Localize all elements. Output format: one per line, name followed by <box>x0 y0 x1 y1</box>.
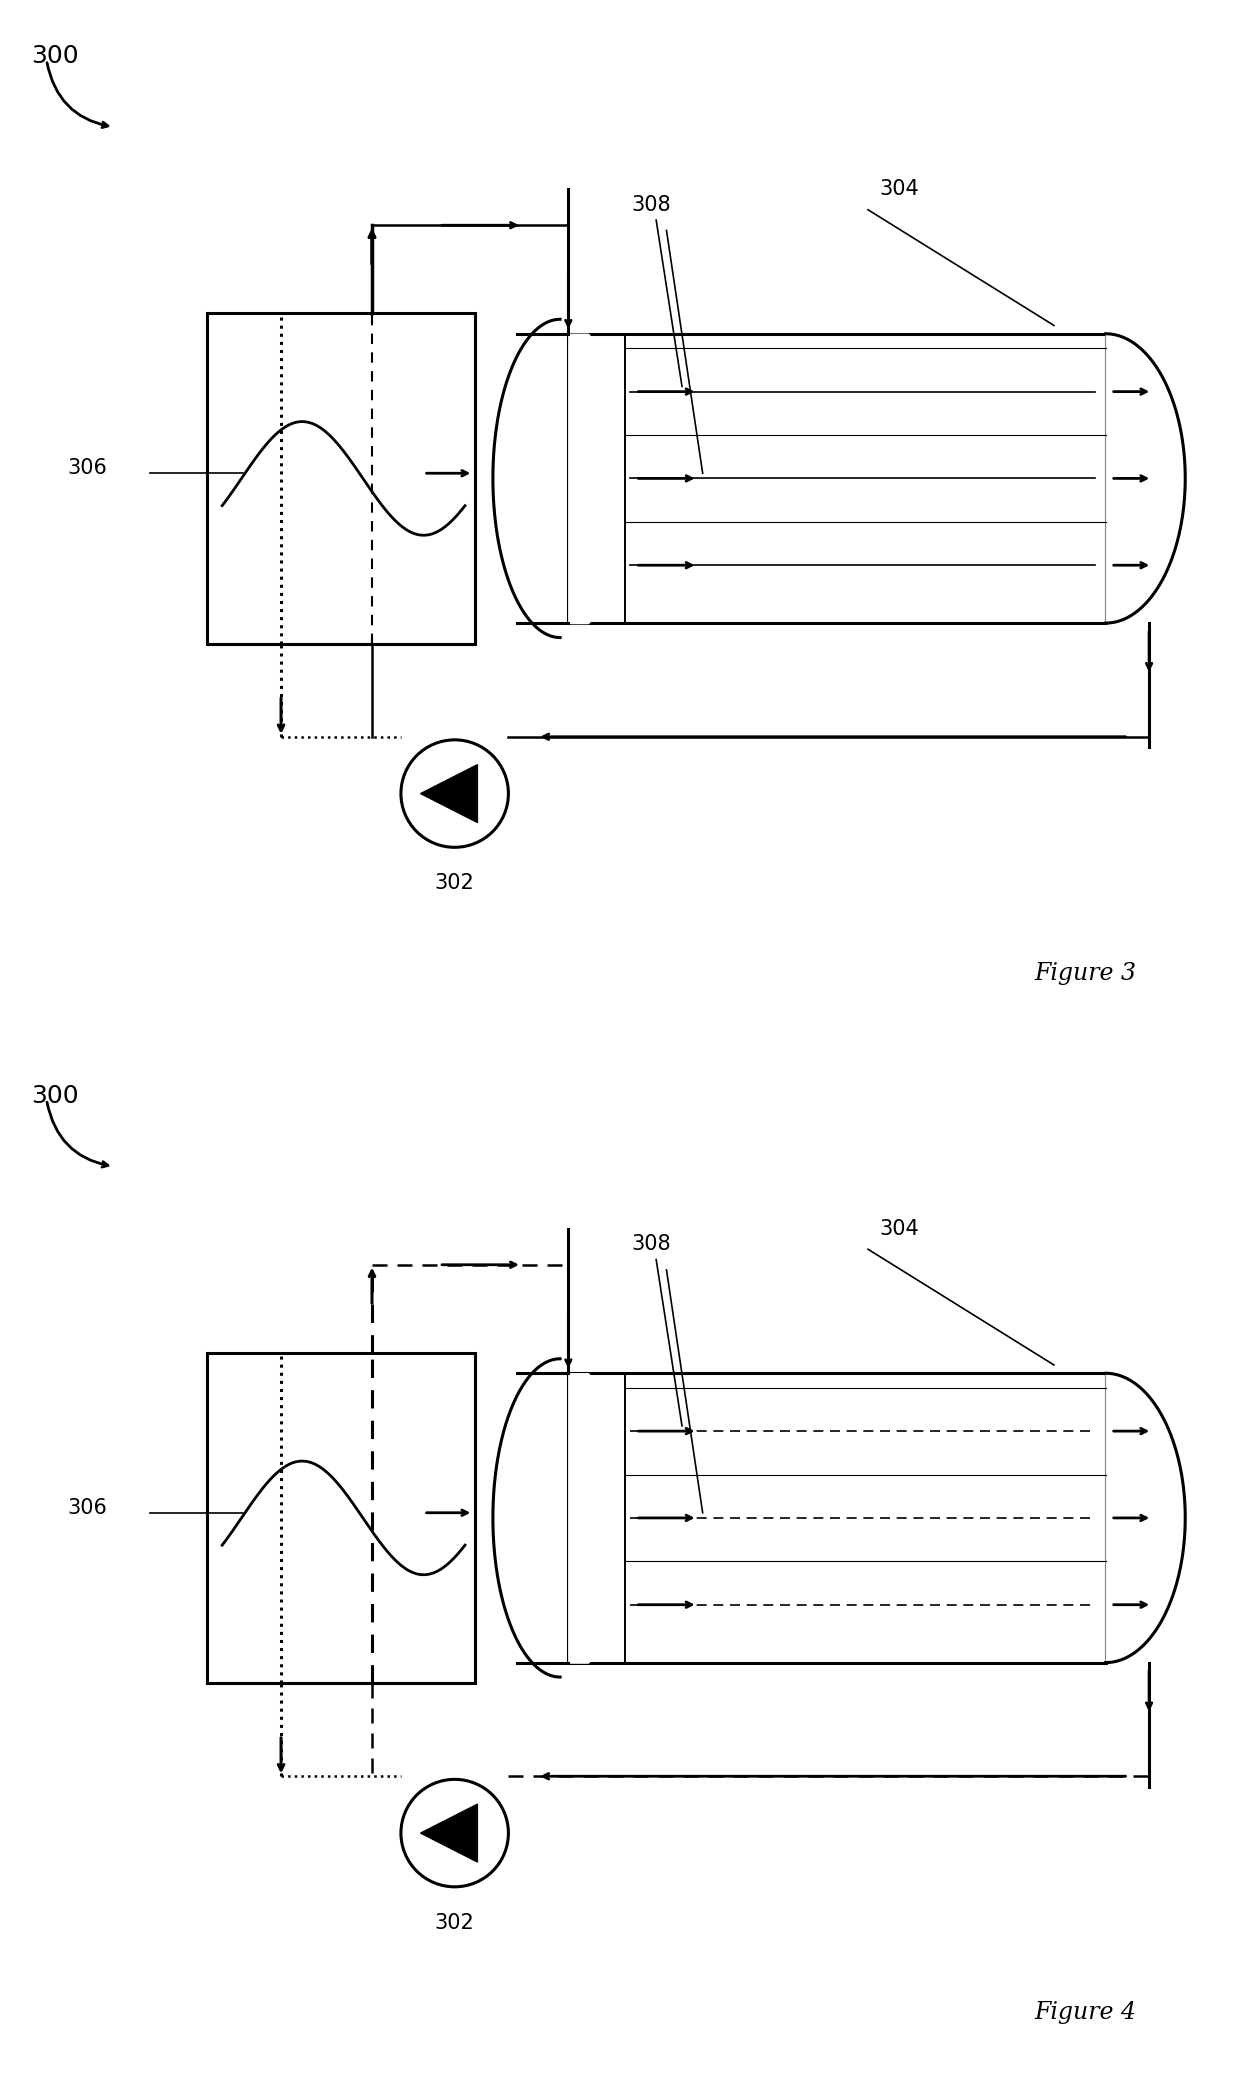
Text: 308: 308 <box>631 1235 671 1254</box>
Text: 308: 308 <box>631 195 671 214</box>
Polygon shape <box>420 765 477 823</box>
Bar <box>207 314 475 644</box>
Text: 300: 300 <box>31 44 78 69</box>
Bar <box>207 1353 475 1684</box>
Text: 306: 306 <box>67 457 107 478</box>
Bar <box>568 1374 1106 1663</box>
Circle shape <box>401 1780 508 1888</box>
Text: 306: 306 <box>67 1497 107 1518</box>
Text: 300: 300 <box>31 1083 78 1108</box>
Text: Figure 4: Figure 4 <box>1034 2002 1136 2025</box>
Polygon shape <box>420 1805 477 1863</box>
Text: 302: 302 <box>435 873 475 894</box>
Text: Figure 3: Figure 3 <box>1034 963 1136 985</box>
Text: 304: 304 <box>879 1218 919 1239</box>
Text: 304: 304 <box>879 179 919 200</box>
Text: 302: 302 <box>435 1913 475 1933</box>
Circle shape <box>401 740 508 848</box>
Bar <box>568 335 1106 624</box>
